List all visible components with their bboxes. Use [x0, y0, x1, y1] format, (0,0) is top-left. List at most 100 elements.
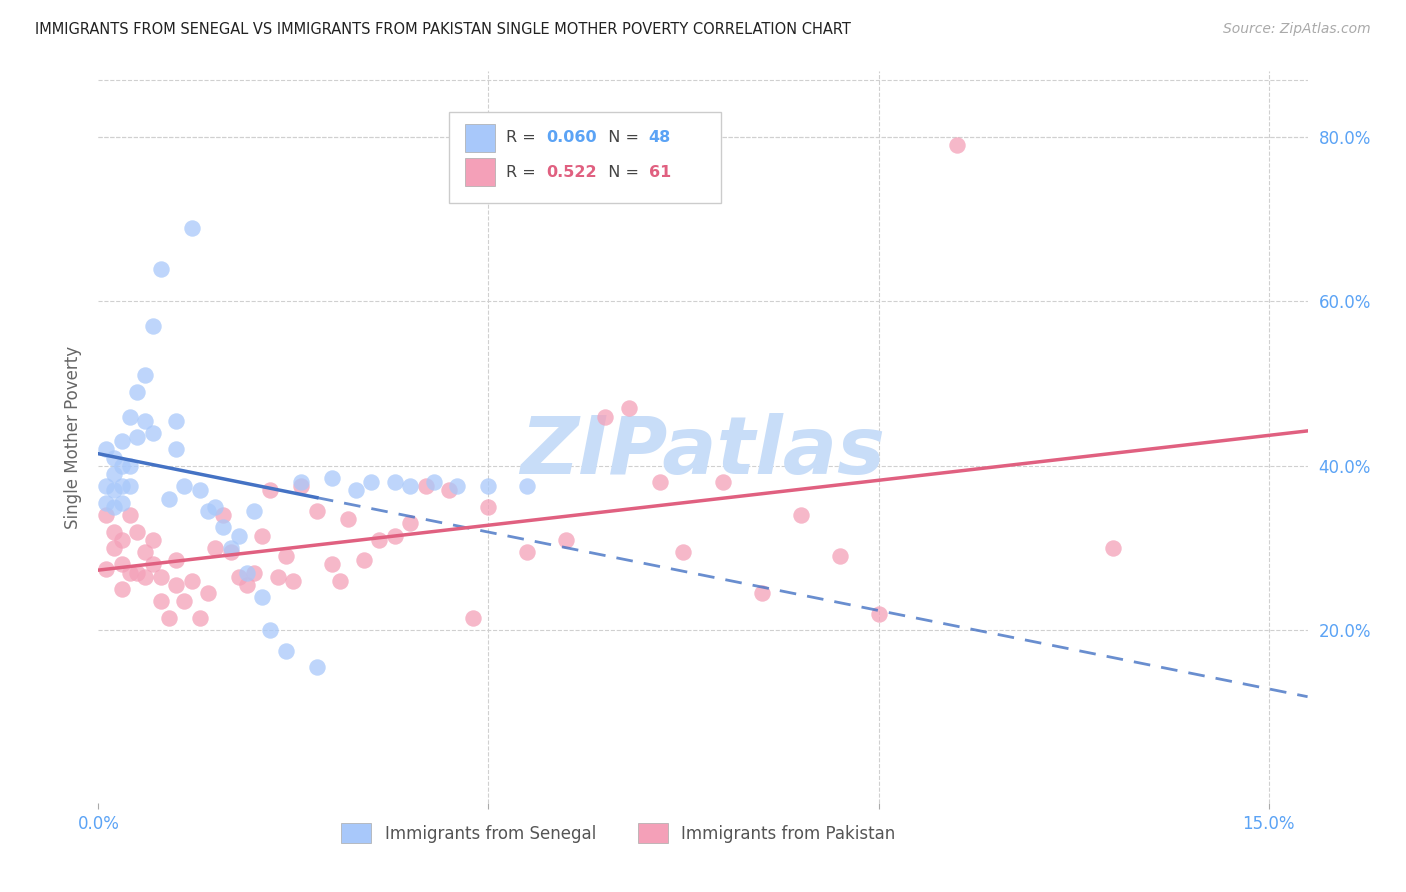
- Point: [751, 586, 773, 600]
- Point: [516, 479, 538, 493]
- Text: IMMIGRANTS FROM SENEGAL VS IMMIGRANTS FROM PAKISTAN SINGLE MOTHER POVERTY CORREL: IMMIGRANTS FROM SENEGAL VS IMMIGRANTS FR…: [35, 22, 851, 37]
- Point: [127, 566, 149, 580]
- Point: [321, 471, 343, 485]
- Point: [197, 504, 219, 518]
- Point: [235, 578, 257, 592]
- Point: [181, 574, 204, 588]
- Point: [423, 475, 446, 490]
- Point: [173, 594, 195, 608]
- Point: [384, 529, 406, 543]
- Point: [235, 566, 257, 580]
- Point: [617, 401, 640, 416]
- Point: [477, 479, 499, 493]
- Point: [149, 261, 172, 276]
- Point: [165, 414, 187, 428]
- Point: [118, 566, 141, 580]
- Point: [142, 319, 165, 334]
- Point: [197, 586, 219, 600]
- Point: [283, 574, 305, 588]
- Point: [274, 644, 297, 658]
- Point: [103, 500, 125, 514]
- Legend: Immigrants from Senegal, Immigrants from Pakistan: Immigrants from Senegal, Immigrants from…: [335, 817, 901, 849]
- Point: [399, 479, 422, 493]
- Point: [118, 409, 141, 424]
- Point: [360, 475, 382, 490]
- Point: [134, 570, 156, 584]
- Point: [446, 479, 468, 493]
- Text: 0.060: 0.060: [546, 130, 596, 145]
- Point: [329, 574, 352, 588]
- FancyBboxPatch shape: [465, 124, 495, 152]
- Point: [127, 524, 149, 539]
- Point: [477, 500, 499, 514]
- Point: [96, 561, 118, 575]
- Point: [259, 624, 281, 638]
- Point: [415, 479, 437, 493]
- Point: [516, 545, 538, 559]
- Text: ZIPatlas: ZIPatlas: [520, 413, 886, 491]
- Point: [274, 549, 297, 564]
- Point: [555, 533, 578, 547]
- Text: N =: N =: [598, 165, 644, 180]
- FancyBboxPatch shape: [465, 159, 495, 186]
- Point: [368, 533, 391, 547]
- Point: [439, 483, 461, 498]
- Point: [243, 566, 266, 580]
- Point: [337, 512, 360, 526]
- Point: [134, 545, 156, 559]
- Point: [111, 434, 134, 449]
- Point: [111, 458, 134, 473]
- Point: [96, 508, 118, 523]
- Text: N =: N =: [598, 130, 644, 145]
- Point: [111, 496, 134, 510]
- Point: [149, 570, 172, 584]
- Point: [321, 558, 343, 572]
- Point: [344, 483, 367, 498]
- Point: [252, 529, 274, 543]
- Point: [353, 553, 375, 567]
- Point: [789, 508, 811, 523]
- Point: [228, 529, 250, 543]
- Point: [127, 384, 149, 399]
- Point: [252, 591, 274, 605]
- Text: 48: 48: [648, 130, 671, 145]
- Point: [945, 138, 967, 153]
- Point: [157, 491, 180, 506]
- Y-axis label: Single Mother Poverty: Single Mother Poverty: [65, 345, 83, 529]
- Point: [219, 545, 242, 559]
- Text: 0.522: 0.522: [546, 165, 596, 180]
- Text: R =: R =: [506, 165, 541, 180]
- Point: [243, 504, 266, 518]
- Point: [672, 545, 695, 559]
- Point: [267, 570, 290, 584]
- Point: [127, 430, 149, 444]
- Point: [188, 611, 211, 625]
- Point: [142, 558, 165, 572]
- Point: [212, 508, 235, 523]
- Text: R =: R =: [506, 130, 541, 145]
- Point: [1101, 541, 1123, 555]
- Point: [111, 479, 134, 493]
- Point: [165, 442, 187, 457]
- Point: [134, 368, 156, 383]
- Point: [111, 533, 134, 547]
- Point: [118, 479, 141, 493]
- Point: [103, 467, 125, 481]
- Point: [595, 409, 617, 424]
- Point: [165, 553, 187, 567]
- Point: [399, 516, 422, 531]
- Point: [204, 541, 226, 555]
- Point: [134, 414, 156, 428]
- Point: [204, 500, 226, 514]
- Point: [142, 425, 165, 440]
- Point: [111, 582, 134, 596]
- Point: [111, 558, 134, 572]
- Point: [142, 533, 165, 547]
- Point: [118, 458, 141, 473]
- Text: Source: ZipAtlas.com: Source: ZipAtlas.com: [1223, 22, 1371, 37]
- FancyBboxPatch shape: [449, 112, 721, 203]
- Point: [96, 496, 118, 510]
- Point: [648, 475, 671, 490]
- Point: [103, 524, 125, 539]
- Text: 61: 61: [648, 165, 671, 180]
